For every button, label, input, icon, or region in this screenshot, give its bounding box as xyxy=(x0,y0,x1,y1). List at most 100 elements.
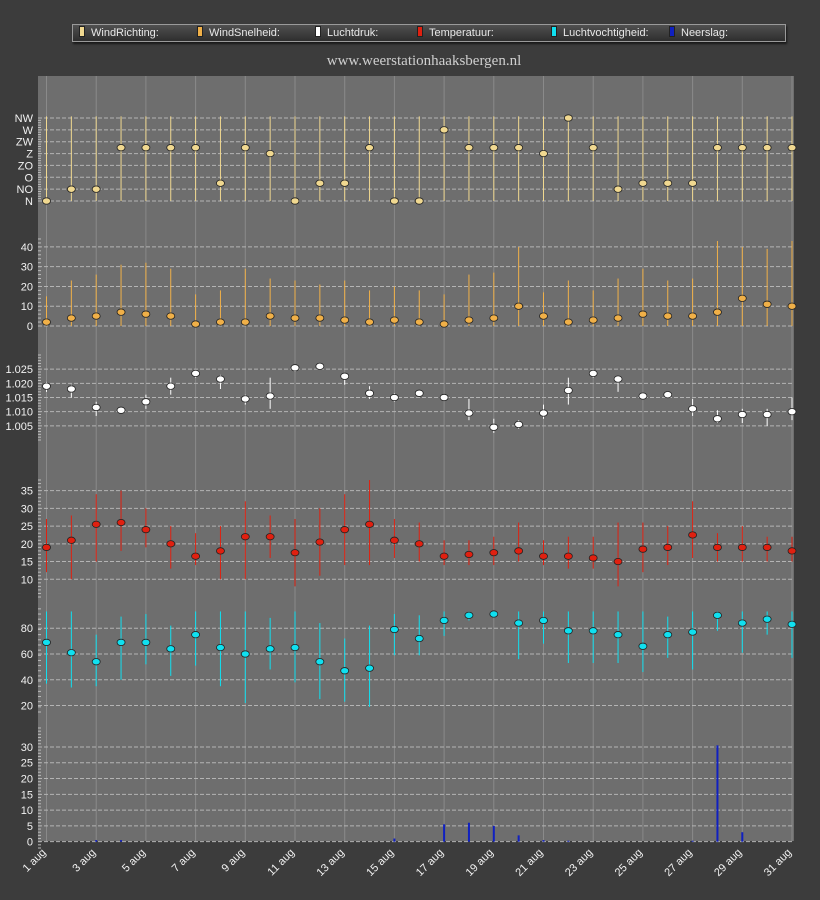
y-tick-label-windrichting: ZO xyxy=(18,160,34,172)
point-windrichting xyxy=(713,144,722,152)
point-windrichting xyxy=(638,179,648,187)
point-windsnelheid xyxy=(365,318,374,326)
point-luchtvochtigheid xyxy=(389,625,399,634)
point-luchtdruk xyxy=(290,364,300,372)
point-luchtdruk xyxy=(141,398,151,406)
point-windsnelheid xyxy=(389,316,399,324)
y-tick-label-windrichting: NO xyxy=(17,184,34,196)
point-luchtvochtigheid xyxy=(563,627,573,635)
plot-area xyxy=(38,76,794,841)
point-luchtvochtigheid xyxy=(688,628,697,636)
x-tick-label: 27 aug xyxy=(662,847,694,879)
y-tick-label-temperatuur: 10 xyxy=(21,574,33,586)
point-temperatuur xyxy=(389,536,399,544)
x-tick-label: 1 aug xyxy=(21,847,49,875)
point-luchtvochtigheid xyxy=(116,638,126,646)
point-luchtvochtigheid xyxy=(787,620,797,628)
point-windsnelheid xyxy=(613,314,623,322)
y-tick-label-luchtdruk: 1.010 xyxy=(5,407,33,419)
x-tick-label: 3 aug xyxy=(70,847,98,875)
y-tick-label-temperatuur: 25 xyxy=(21,521,33,533)
y-tick-label-luchtvochtigheid: 40 xyxy=(21,675,33,687)
y-tick-label-neerslag: 20 xyxy=(21,774,33,786)
point-windrichting xyxy=(688,179,697,187)
x-tick-label: 29 aug xyxy=(712,847,744,879)
legend-label-neerslag: Neerslag: xyxy=(681,27,729,39)
y-tick-label-neerslag: 5 xyxy=(27,821,33,833)
legend-swatch-luchtdruk xyxy=(315,26,321,37)
point-windrichting xyxy=(737,144,747,152)
point-luchtdruk xyxy=(240,395,250,403)
y-tick-label-luchtdruk: 1.020 xyxy=(5,378,33,390)
point-windsnelheid xyxy=(414,318,424,326)
point-temperatuur xyxy=(539,552,548,560)
point-windrichting xyxy=(439,126,449,134)
legend-label-luchtdruk: Luchtdruk: xyxy=(327,27,379,39)
point-luchtdruk xyxy=(588,369,598,378)
y-tick-label-luchtdruk: 1.015 xyxy=(5,393,33,405)
point-windrichting xyxy=(613,185,623,193)
point-luchtvochtigheid xyxy=(290,643,300,652)
legend-item-windrichting: WindRichting: xyxy=(79,25,159,41)
point-windsnelheid xyxy=(42,318,51,326)
point-windsnelheid xyxy=(588,316,598,324)
x-tick-label: 15 aug xyxy=(364,847,396,879)
point-luchtdruk xyxy=(737,410,747,419)
point-temperatuur xyxy=(141,526,151,534)
point-luchtvochtigheid xyxy=(762,615,772,623)
legend-label-windrichting: WindRichting: xyxy=(91,27,159,39)
point-luchtvochtigheid xyxy=(713,611,722,619)
point-luchtvochtigheid xyxy=(464,611,474,619)
point-temperatuur xyxy=(464,550,474,559)
point-temperatuur xyxy=(489,549,499,557)
point-luchtvochtigheid xyxy=(141,638,151,646)
point-luchtvochtigheid xyxy=(265,645,275,653)
point-windsnelheid xyxy=(166,312,176,320)
point-luchtdruk xyxy=(762,410,772,419)
point-windrichting xyxy=(116,144,126,152)
point-windsnelheid xyxy=(489,314,499,322)
y-tick-label-temperatuur: 35 xyxy=(21,486,33,498)
point-temperatuur xyxy=(762,543,772,551)
point-windrichting xyxy=(365,144,374,152)
point-windrichting xyxy=(340,179,350,187)
x-tick-label: 23 aug xyxy=(563,847,595,879)
legend-swatch-windsnelheid xyxy=(197,26,203,37)
point-luchtvochtigheid xyxy=(42,638,51,646)
bar-neerslag xyxy=(542,840,545,842)
point-windsnelheid xyxy=(315,314,325,322)
point-luchtdruk xyxy=(414,389,424,397)
bar-neerslag xyxy=(120,840,123,842)
point-temperatuur xyxy=(737,543,747,551)
point-windsnelheid xyxy=(216,318,225,326)
y-tick-label-windrichting: W xyxy=(23,125,34,137)
y-tick-label-temperatuur: 15 xyxy=(21,557,33,569)
point-luchtvochtigheid xyxy=(340,667,350,675)
y-tick-label-luchtvochtigheid: 80 xyxy=(21,623,33,635)
point-luchtdruk xyxy=(563,386,573,395)
point-luchtdruk xyxy=(216,375,225,383)
x-tick-label: 5 aug xyxy=(120,847,148,875)
y-tick-label-windsnelheid: 40 xyxy=(21,242,33,254)
x-tick-label: 13 aug xyxy=(315,847,347,879)
point-windsnelheid xyxy=(91,312,101,320)
y-tick-label-luchtdruk: 1.005 xyxy=(5,421,33,433)
point-luchtvochtigheid xyxy=(588,627,598,635)
point-luchtdruk xyxy=(265,392,275,400)
legend-swatch-luchtvochtigheid xyxy=(551,26,557,37)
point-windrichting xyxy=(265,149,275,158)
point-windrichting xyxy=(762,144,772,152)
point-windrichting xyxy=(240,144,250,152)
point-temperatuur xyxy=(613,557,623,566)
point-temperatuur xyxy=(116,518,126,527)
point-windrichting xyxy=(290,197,300,205)
point-windsnelheid xyxy=(290,314,300,322)
point-luchtdruk xyxy=(191,369,201,378)
point-windrichting xyxy=(91,185,101,193)
point-luchtdruk xyxy=(389,393,399,402)
bar-neerslag xyxy=(393,838,396,842)
bar-neerslag xyxy=(741,832,744,842)
point-temperatuur xyxy=(66,536,76,544)
point-luchtvochtigheid xyxy=(439,616,449,625)
